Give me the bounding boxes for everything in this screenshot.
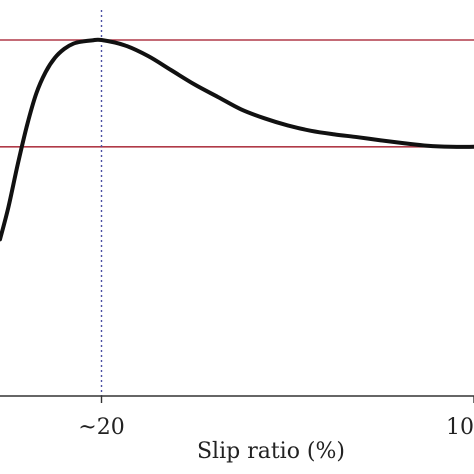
x-ticks: ~20 100 xyxy=(78,396,474,440)
series-layer xyxy=(0,37,474,242)
reference-lines xyxy=(0,10,474,396)
x-tick-label-0: ~20 xyxy=(78,415,124,440)
x-tick-label-1: 100 xyxy=(446,415,474,440)
x-axis-title: Slip ratio (%) xyxy=(197,439,345,464)
series-line-0 xyxy=(0,37,474,242)
